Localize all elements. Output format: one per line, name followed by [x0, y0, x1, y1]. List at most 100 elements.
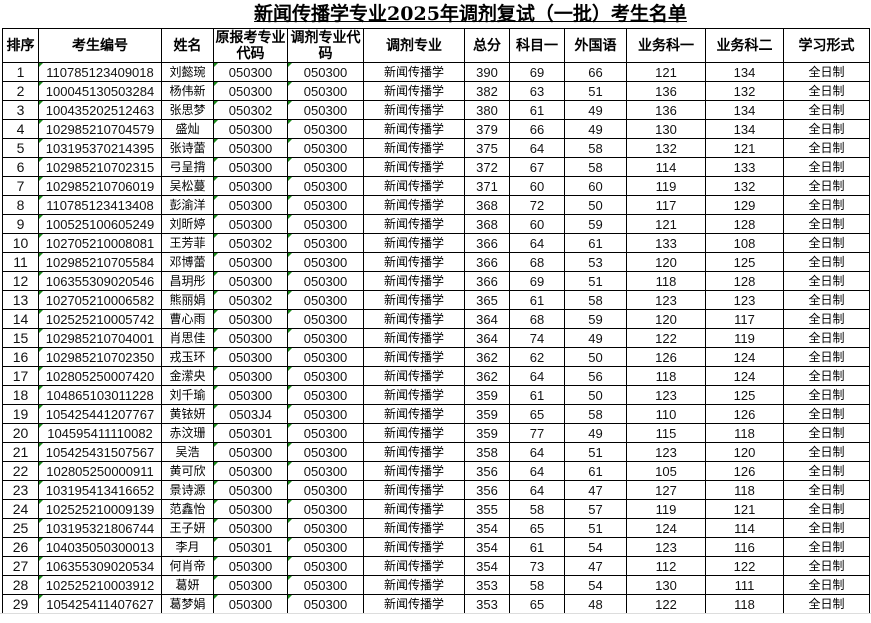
total-score-cell[interactable]: 355 [464, 499, 510, 519]
total-score-cell[interactable]: 362 [464, 366, 510, 386]
total-score-cell[interactable]: 356 [464, 461, 510, 481]
study-mode-cell[interactable]: 全日制 [783, 556, 870, 576]
professional-one-cell[interactable]: 123 [626, 385, 706, 405]
original-major-code-cell[interactable]: 050300 [213, 575, 288, 595]
transfer-major-cell[interactable]: 新闻传播学 [363, 404, 465, 424]
header-transfer-major-code[interactable]: 调剂专业代码 [287, 28, 364, 63]
rank-cell[interactable]: 11 [2, 252, 39, 272]
professional-one-cell[interactable]: 123 [626, 290, 706, 310]
original-major-code-cell[interactable]: 050300 [213, 176, 288, 196]
total-score-cell[interactable]: 359 [464, 423, 510, 443]
professional-two-cell[interactable]: 118 [705, 594, 784, 614]
total-score-cell[interactable]: 362 [464, 347, 510, 367]
header-total-score[interactable]: 总分 [464, 28, 510, 63]
candidate-id-cell[interactable]: 100525100605249 [38, 214, 162, 234]
professional-one-cell[interactable]: 117 [626, 195, 706, 215]
rank-cell[interactable]: 25 [2, 518, 39, 538]
foreign-language-cell[interactable]: 47 [564, 556, 627, 576]
total-score-cell[interactable]: 368 [464, 214, 510, 234]
subject-one-cell[interactable]: 67 [509, 157, 565, 177]
transfer-major-code-cell[interactable]: 050300 [287, 290, 364, 310]
transfer-major-code-cell[interactable]: 050300 [287, 214, 364, 234]
subject-one-cell[interactable]: 60 [509, 176, 565, 196]
professional-two-cell[interactable]: 117 [705, 309, 784, 329]
original-major-code-cell[interactable]: 050300 [213, 195, 288, 215]
subject-one-cell[interactable]: 68 [509, 309, 565, 329]
transfer-major-cell[interactable]: 新闻传播学 [363, 138, 465, 158]
transfer-major-cell[interactable]: 新闻传播学 [363, 195, 465, 215]
header-foreign-language[interactable]: 外国语 [564, 28, 627, 63]
professional-two-cell[interactable]: 114 [705, 518, 784, 538]
professional-two-cell[interactable]: 121 [705, 138, 784, 158]
subject-one-cell[interactable]: 72 [509, 195, 565, 215]
professional-one-cell[interactable]: 118 [626, 366, 706, 386]
rank-cell[interactable]: 26 [2, 537, 39, 557]
professional-two-cell[interactable]: 108 [705, 233, 784, 253]
name-cell[interactable]: 吴浩 [161, 442, 214, 462]
foreign-language-cell[interactable]: 58 [564, 290, 627, 310]
candidate-id-cell[interactable]: 102985210704579 [38, 119, 162, 139]
name-cell[interactable]: 张思梦 [161, 100, 214, 120]
subject-one-cell[interactable]: 58 [509, 575, 565, 595]
professional-two-cell[interactable]: 111 [705, 575, 784, 595]
transfer-major-code-cell[interactable]: 050300 [287, 404, 364, 424]
transfer-major-cell[interactable]: 新闻传播学 [363, 537, 465, 557]
subject-one-cell[interactable]: 64 [509, 442, 565, 462]
candidate-id-cell[interactable]: 102525210009139 [38, 499, 162, 519]
candidate-id-cell[interactable]: 105425431507567 [38, 442, 162, 462]
rank-cell[interactable]: 16 [2, 347, 39, 367]
transfer-major-cell[interactable]: 新闻传播学 [363, 480, 465, 500]
transfer-major-code-cell[interactable]: 050300 [287, 252, 364, 272]
rank-cell[interactable]: 21 [2, 442, 39, 462]
original-major-code-cell[interactable]: 050300 [213, 252, 288, 272]
professional-one-cell[interactable]: 136 [626, 100, 706, 120]
professional-two-cell[interactable]: 125 [705, 252, 784, 272]
candidate-id-cell[interactable]: 104865103011228 [38, 385, 162, 405]
transfer-major-code-cell[interactable]: 050300 [287, 366, 364, 386]
original-major-code-cell[interactable]: 050300 [213, 119, 288, 139]
total-score-cell[interactable]: 368 [464, 195, 510, 215]
professional-one-cell[interactable]: 123 [626, 442, 706, 462]
professional-one-cell[interactable]: 122 [626, 594, 706, 614]
rank-cell[interactable]: 9 [2, 214, 39, 234]
professional-two-cell[interactable]: 124 [705, 347, 784, 367]
transfer-major-code-cell[interactable]: 050300 [287, 138, 364, 158]
original-major-code-cell[interactable]: 050300 [213, 138, 288, 158]
professional-one-cell[interactable]: 115 [626, 423, 706, 443]
transfer-major-code-cell[interactable]: 050300 [287, 176, 364, 196]
original-major-code-cell[interactable]: 050300 [213, 556, 288, 576]
total-score-cell[interactable]: 366 [464, 252, 510, 272]
header-rank[interactable]: 排序 [2, 28, 39, 63]
candidate-id-cell[interactable]: 100045130503284 [38, 81, 162, 101]
name-cell[interactable]: 刘懿琬 [161, 62, 214, 82]
transfer-major-code-cell[interactable]: 050300 [287, 594, 364, 614]
total-score-cell[interactable]: 359 [464, 385, 510, 405]
transfer-major-cell[interactable]: 新闻传播学 [363, 385, 465, 405]
subject-one-cell[interactable]: 62 [509, 347, 565, 367]
name-cell[interactable]: 戎玉环 [161, 347, 214, 367]
foreign-language-cell[interactable]: 51 [564, 518, 627, 538]
professional-two-cell[interactable]: 119 [705, 328, 784, 348]
original-major-code-cell[interactable]: 050300 [213, 214, 288, 234]
foreign-language-cell[interactable]: 50 [564, 385, 627, 405]
transfer-major-cell[interactable]: 新闻传播学 [363, 499, 465, 519]
name-cell[interactable]: 刘昕婷 [161, 214, 214, 234]
candidate-id-cell[interactable]: 104595411110082 [38, 423, 162, 443]
professional-two-cell[interactable]: 120 [705, 442, 784, 462]
foreign-language-cell[interactable]: 54 [564, 575, 627, 595]
rank-cell[interactable]: 20 [2, 423, 39, 443]
study-mode-cell[interactable]: 全日制 [783, 385, 870, 405]
professional-one-cell[interactable]: 105 [626, 461, 706, 481]
study-mode-cell[interactable]: 全日制 [783, 480, 870, 500]
rank-cell[interactable]: 19 [2, 404, 39, 424]
professional-two-cell[interactable]: 118 [705, 423, 784, 443]
header-professional-one[interactable]: 业务科一 [626, 28, 706, 63]
professional-one-cell[interactable]: 127 [626, 480, 706, 500]
transfer-major-cell[interactable]: 新闻传播学 [363, 290, 465, 310]
original-major-code-cell[interactable]: 050300 [213, 62, 288, 82]
subject-one-cell[interactable]: 61 [509, 290, 565, 310]
subject-one-cell[interactable]: 68 [509, 252, 565, 272]
name-cell[interactable]: 葛梦娟 [161, 594, 214, 614]
name-cell[interactable]: 葛妍 [161, 575, 214, 595]
study-mode-cell[interactable]: 全日制 [783, 252, 870, 272]
